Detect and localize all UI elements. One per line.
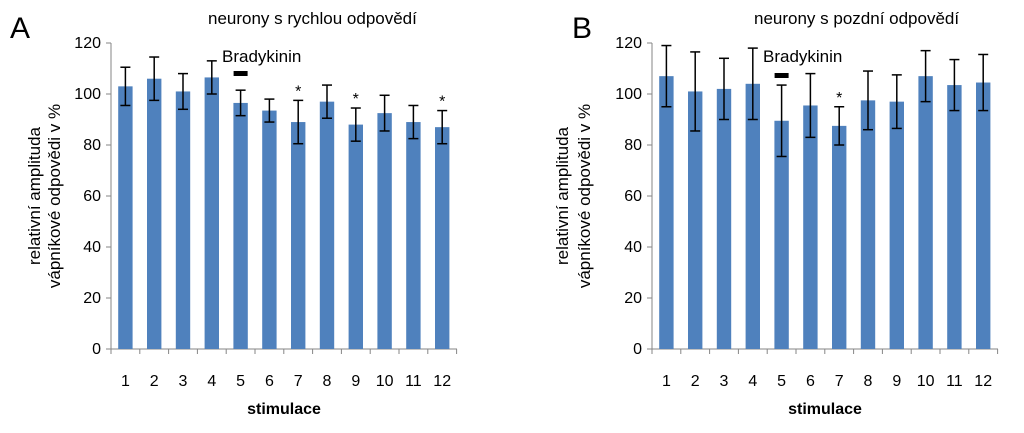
bar	[803, 105, 818, 349]
significance-marker: *	[295, 83, 301, 100]
bar	[377, 113, 392, 349]
y-tick-label: 100	[74, 86, 101, 103]
annotation-label: Bradykinin	[763, 47, 842, 66]
treatment-bar	[233, 71, 248, 76]
x-tick-label: 5	[236, 373, 245, 390]
bar	[947, 85, 962, 349]
x-tick-label: 9	[892, 373, 901, 390]
x-tick-label: 1	[662, 373, 671, 390]
y-tick-label: 0	[92, 341, 101, 358]
bar	[175, 91, 191, 349]
y-tick-label: 80	[83, 137, 101, 154]
treatment-bar	[774, 73, 789, 78]
y-tick-label: 60	[624, 188, 642, 205]
x-tick-label: 9	[351, 373, 360, 390]
bar	[889, 101, 904, 350]
bar	[204, 77, 219, 350]
y-tick-label: 120	[74, 35, 101, 52]
x-tick-label: 7	[835, 373, 844, 390]
bar	[435, 127, 450, 350]
x-tick-label: 3	[720, 373, 729, 390]
x-tick-label: 6	[806, 373, 815, 390]
x-tick-label: 7	[294, 373, 303, 390]
x-axis-label: stimulace	[788, 401, 862, 418]
x-tick-label: 11	[405, 373, 422, 390]
x-axis-label: stimulace	[247, 401, 321, 418]
bar	[319, 101, 335, 350]
bar	[774, 120, 789, 350]
x-tick-label: 12	[974, 373, 992, 390]
bar	[291, 122, 306, 349]
bar	[976, 82, 991, 350]
x-tick-label: 11	[946, 373, 963, 390]
y-tick-label: 20	[624, 290, 642, 307]
significance-marker: *	[353, 91, 359, 108]
y-axis-label-line-1: relativní amplituda	[553, 126, 572, 265]
x-tick-label: 4	[207, 373, 216, 390]
bar	[860, 100, 876, 349]
bar	[745, 83, 760, 350]
panel-label: B	[572, 12, 592, 45]
x-tick-label: 2	[150, 373, 159, 390]
chart-title: neurony s rychlou odpovědí	[208, 9, 417, 28]
y-tick-label: 0	[633, 341, 642, 358]
bar	[262, 110, 277, 349]
x-tick-label: 4	[748, 373, 757, 390]
x-tick-label: 3	[179, 373, 188, 390]
bar	[688, 91, 703, 349]
bar	[118, 86, 133, 349]
significance-marker: *	[439, 94, 445, 111]
bar	[233, 102, 248, 349]
bar	[716, 88, 732, 350]
bar	[348, 124, 363, 349]
bar	[147, 78, 162, 349]
y-tick-label: 120	[615, 35, 642, 52]
y-tick-label: 40	[83, 239, 101, 256]
x-tick-label: 12	[433, 373, 451, 390]
x-tick-label: 6	[265, 373, 274, 390]
y-tick-label: 60	[83, 188, 101, 205]
bar	[832, 125, 847, 349]
y-tick-label: 100	[615, 86, 642, 103]
y-axis-label-line-1: relativní amplituda	[25, 126, 44, 265]
annotation-label: Bradykinin	[222, 47, 301, 66]
chart-title: neurony s pozdní odpovědí	[754, 9, 959, 28]
y-tick-label: 40	[624, 239, 642, 256]
y-tick-label: 20	[83, 290, 101, 307]
y-tick-label: 80	[624, 137, 642, 154]
x-tick-label: 1	[121, 373, 130, 390]
bar	[918, 76, 933, 350]
y-axis-label-line-2: vápníkové odpovědi v %	[575, 104, 594, 288]
bar	[406, 122, 421, 349]
significance-marker: *	[836, 90, 842, 107]
x-tick-label: 10	[376, 373, 394, 390]
panel-label: A	[10, 12, 30, 45]
bar	[659, 76, 674, 350]
x-tick-label: 5	[777, 373, 786, 390]
x-tick-label: 10	[917, 373, 935, 390]
x-tick-label: 2	[691, 373, 700, 390]
y-axis-label-line-2: vápníkové odpovědi v %	[45, 104, 64, 288]
x-tick-label: 8	[864, 373, 873, 390]
x-tick-label: 8	[323, 373, 332, 390]
